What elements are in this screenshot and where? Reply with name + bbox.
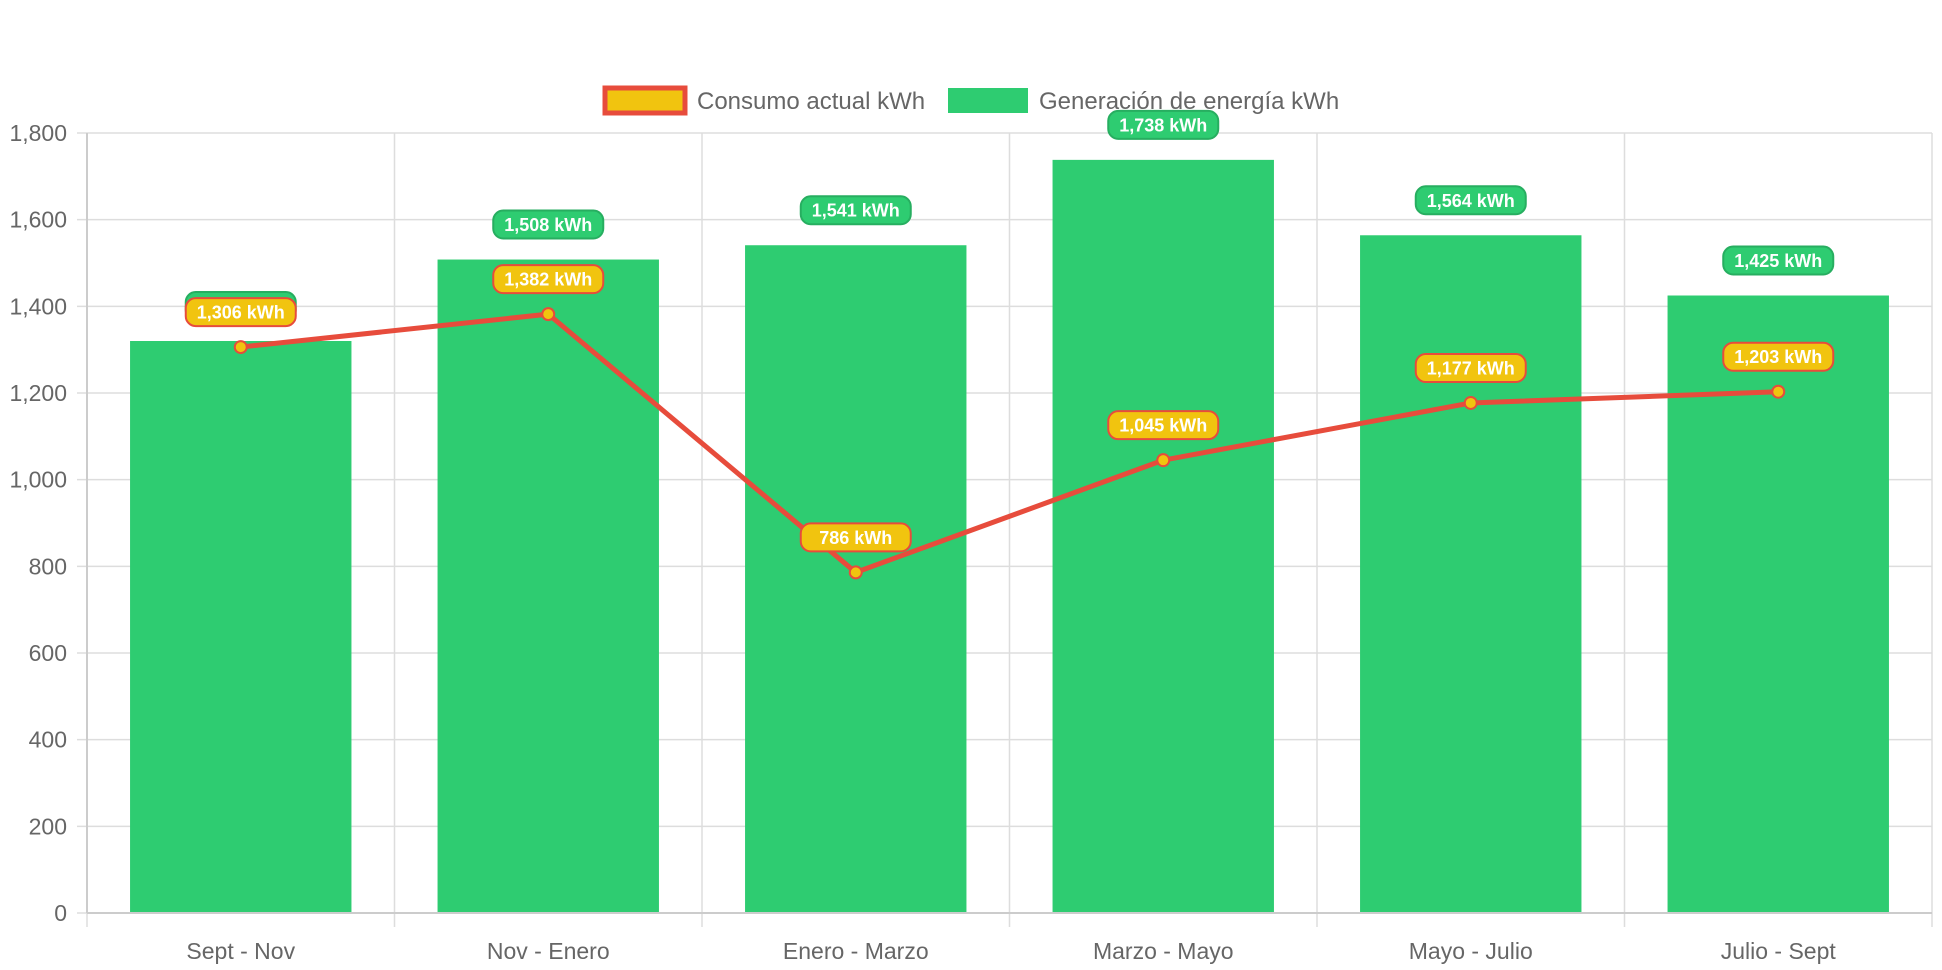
x-tick-label: Nov - Enero xyxy=(487,938,610,964)
x-tick-label: Sept - Nov xyxy=(186,938,295,964)
line-point-consumo xyxy=(541,307,556,322)
bar-data-label-box xyxy=(1722,245,1835,276)
data-labels-layer: 1,508 kWh 1,541 kWh 1,738 kWh 1,564 kWh 1,42… xyxy=(184,109,1835,553)
bar-data-label: 1,508 kWh xyxy=(504,215,592,235)
line-layer xyxy=(233,307,1786,580)
bar-data-label: 1,564 kWh xyxy=(1427,191,1515,211)
axis-layer: 0 200 400 600 800 1,000 1,200 1,400 1,600 1,800 Se… xyxy=(9,120,1932,964)
bar-data-label-box xyxy=(1107,109,1220,140)
bar-data-label-box xyxy=(799,195,912,226)
line-data-label-box xyxy=(1107,410,1220,441)
line-data-label-box xyxy=(799,522,912,553)
y-tick-label: 1,600 xyxy=(9,207,67,233)
y-tick-label: 400 xyxy=(29,727,67,753)
legend-label-generacion: Generación de energía kWh xyxy=(1039,88,1339,115)
line-data-label: 786 kWh xyxy=(819,528,892,548)
x-tick-label: Marzo - Mayo xyxy=(1093,938,1234,964)
bar-generacion xyxy=(1052,159,1274,913)
y-tick-label: 600 xyxy=(29,640,67,666)
bar-data-label-box xyxy=(1414,185,1527,216)
x-tick-label: Julio - Sept xyxy=(1721,938,1837,964)
line-point-consumo xyxy=(848,565,863,580)
legend: Consumo actual kWh Generación de energía … xyxy=(602,85,1339,116)
line-point-consumo xyxy=(1463,395,1478,410)
y-tick-label: 800 xyxy=(29,553,67,579)
line-data-label: 1,382 kWh xyxy=(504,270,592,290)
legend-label-consumo: Consumo actual kWh xyxy=(697,88,925,115)
line-data-label-box xyxy=(184,297,297,328)
bar-data-label-box xyxy=(492,209,605,240)
line-consumo xyxy=(240,311,1779,575)
y-tick-label: 1,400 xyxy=(9,293,67,319)
bar-generacion xyxy=(437,259,659,913)
y-tick-label: 0 xyxy=(54,900,67,926)
line-point-consumo xyxy=(233,340,248,355)
grid-layer xyxy=(77,132,1933,927)
line-point-consumo xyxy=(1156,453,1171,468)
line-data-label-box xyxy=(492,264,605,295)
y-tick-label: 1,200 xyxy=(9,380,67,406)
x-tick-label: Mayo - Julio xyxy=(1409,938,1533,964)
line-data-label: 1,177 kWh xyxy=(1427,358,1515,378)
line-data-label: 1,203 kWh xyxy=(1734,347,1822,367)
legend-swatch-generacion xyxy=(948,88,1028,113)
line-point-consumo xyxy=(1771,384,1786,399)
legend-swatch-consumo xyxy=(602,85,688,116)
line-data-label-box xyxy=(1722,341,1835,372)
line-data-label-box xyxy=(1414,352,1527,383)
y-tick-label: 1,000 xyxy=(9,467,67,493)
bar-data-label: 1,738 kWh xyxy=(1119,115,1207,135)
bar-data-label: 1,541 kWh xyxy=(812,201,900,221)
y-tick-label: 1,800 xyxy=(9,120,67,146)
bar-generacion xyxy=(130,341,352,913)
bar-generacion xyxy=(1360,235,1582,913)
bar-data-label: 1,425 kWh xyxy=(1734,251,1822,271)
x-tick-label: Enero - Marzo xyxy=(783,938,929,964)
y-tick-label: 200 xyxy=(29,813,67,839)
line-data-label: 1,306 kWh xyxy=(197,303,285,323)
line-data-label: 1,045 kWh xyxy=(1119,416,1207,436)
